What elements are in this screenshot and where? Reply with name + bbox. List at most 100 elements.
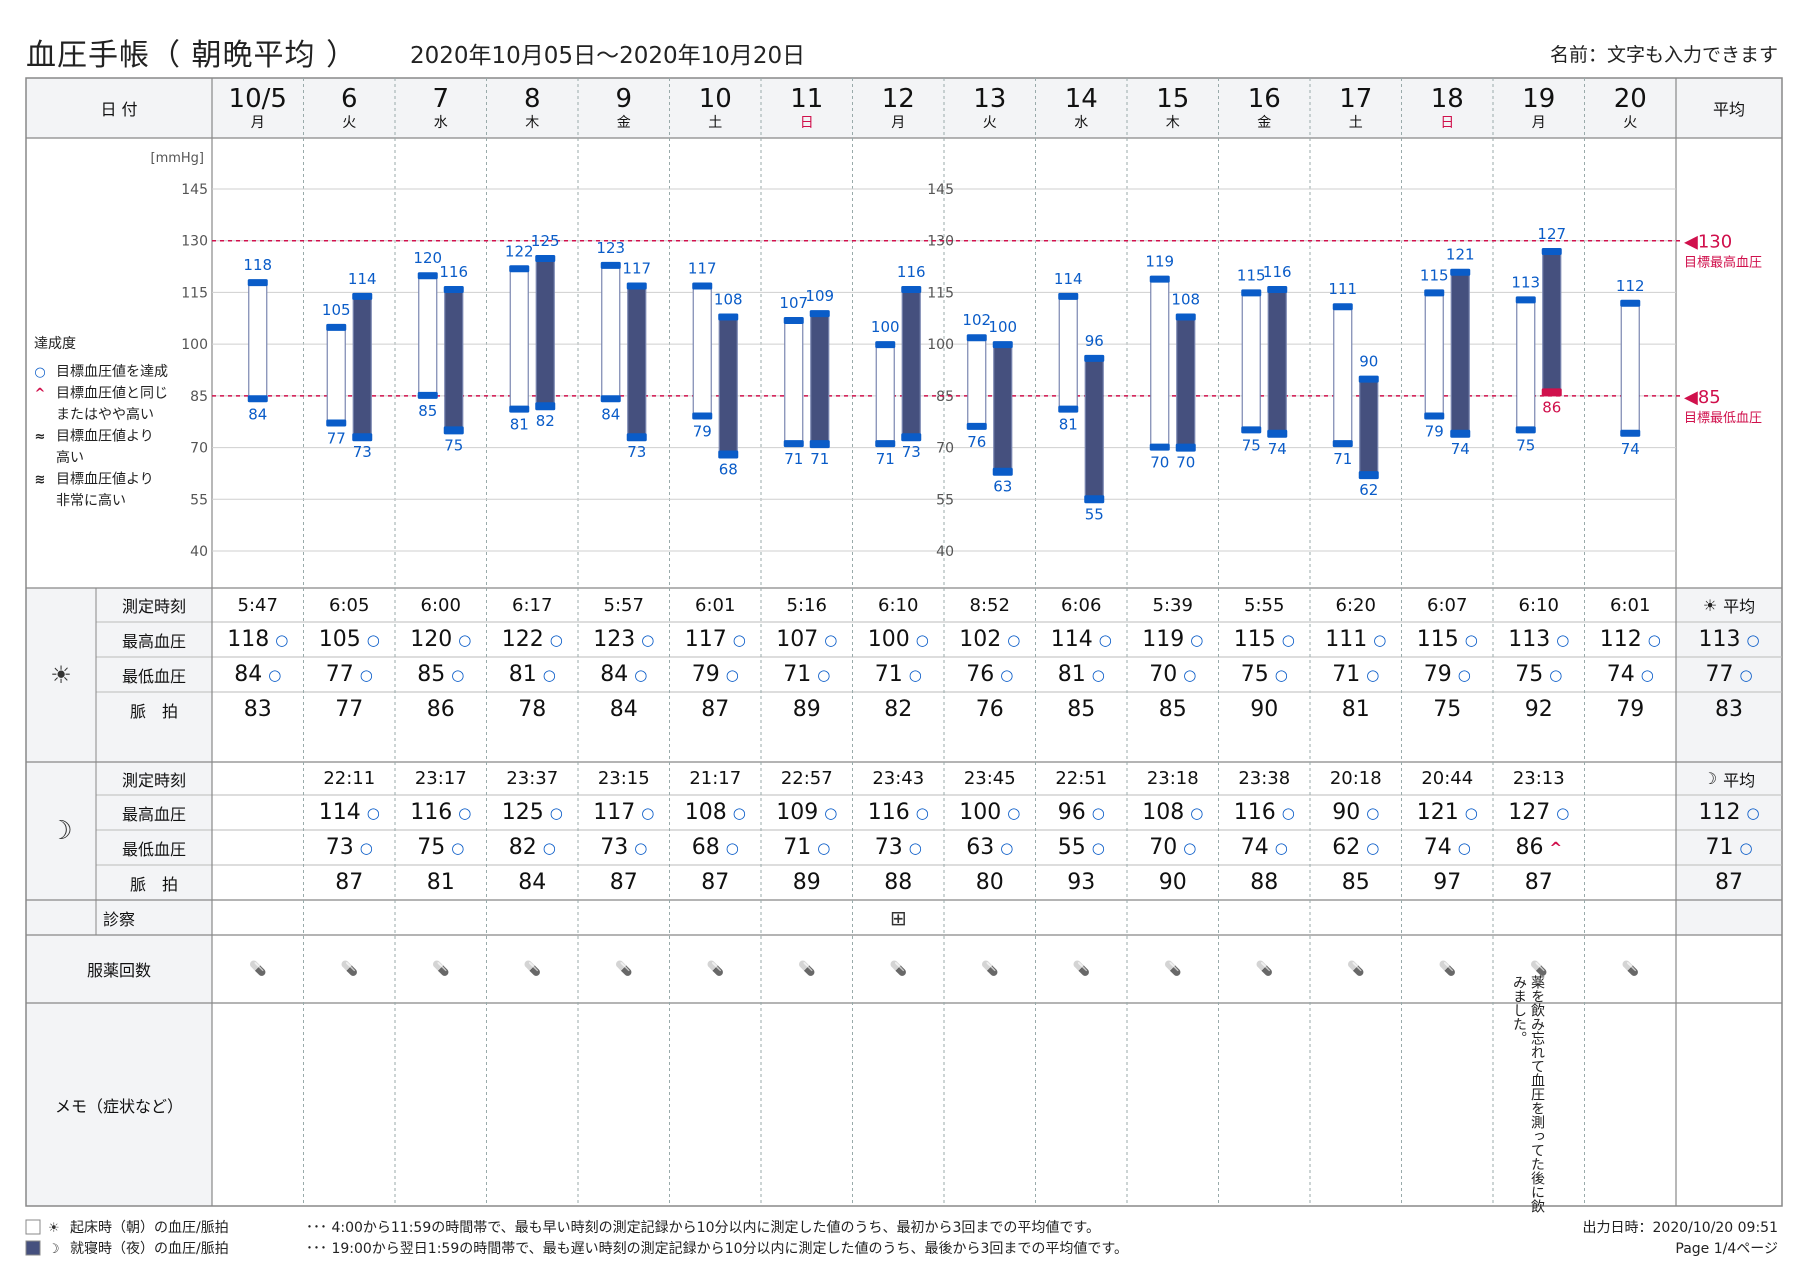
evening-dia-label: 最低血圧 <box>121 839 186 859</box>
value: 87 <box>701 870 730 895</box>
morning-average-dia: 77 ○ <box>1676 657 1782 692</box>
morning-time-cell: 8:52 <box>969 594 1010 616</box>
evening-bar-cap-low <box>1450 429 1471 438</box>
value: 117 <box>684 627 727 652</box>
pill-icon[interactable]: 💊 <box>981 961 999 977</box>
pill-icon[interactable]: 💊 <box>1621 961 1639 977</box>
pill-icon[interactable]: 💊 <box>523 961 541 977</box>
morning-sys-cell: 114 ○ <box>1036 622 1128 657</box>
morning-dia-cell: 85 ○ <box>395 657 487 692</box>
morning-bar-cap-high <box>509 265 530 273</box>
day-number: 14 <box>1064 84 1098 114</box>
morning-pulse-cell: 87 <box>670 692 762 727</box>
morning-bar-cap-high <box>692 282 713 290</box>
value: 68 <box>691 835 720 860</box>
morning-high-value: 122 <box>505 242 534 260</box>
evening-bar-cap-high <box>992 341 1013 349</box>
pill-icon[interactable]: 💊 <box>340 961 358 977</box>
weekday-label: 火 <box>342 114 357 131</box>
morning-high-value: 115 <box>1237 266 1266 284</box>
evening-sys-cell: 125 ○ <box>487 795 579 830</box>
day-number: 17 <box>1339 84 1373 114</box>
achieved-icon: ○ <box>268 665 282 684</box>
morning-time-cell: 6:10 <box>878 594 919 616</box>
achieved-icon: ○ <box>732 803 746 822</box>
morning-dia-cell: 79 ○ <box>1402 657 1494 692</box>
evening-low-value: 75 <box>444 436 463 454</box>
value: 81 <box>1341 697 1370 722</box>
evening-bar-cap-high <box>718 313 739 321</box>
pill-icon[interactable]: 💊 <box>798 961 816 977</box>
pill-icon[interactable]: 💊 <box>1347 961 1365 977</box>
morning-high-value: 118 <box>243 256 272 274</box>
day-number: 13 <box>973 84 1007 114</box>
morning-bar-cap-low <box>326 419 347 427</box>
morning-bar-cap-high <box>1424 289 1445 297</box>
day-number: 15 <box>1156 84 1190 114</box>
morning-pulse-cell: 76 <box>944 692 1036 727</box>
morning-bar-cap-low <box>966 422 987 430</box>
morning-low-value: 85 <box>418 402 437 420</box>
average-value: 113 <box>1698 627 1741 652</box>
evening-low-value: 68 <box>719 460 738 478</box>
pill-icon[interactable]: 💊 <box>889 961 907 977</box>
achieved-icon: ○ <box>634 838 648 857</box>
pill-icon[interactable]: 💊 <box>249 961 267 977</box>
name-field[interactable]: 名前：文字も入力できます <box>1549 44 1778 66</box>
pill-icon[interactable]: 💊 <box>1164 961 1182 977</box>
value: 89 <box>792 697 821 722</box>
evening-sys-cell: 90 ○ <box>1310 795 1402 830</box>
value: 74 <box>1606 662 1635 687</box>
evening-bar-cap-low <box>809 440 830 449</box>
evening-bar-cap-high <box>1175 313 1196 321</box>
pill-icon[interactable]: 💊 <box>1438 961 1456 977</box>
morning-dia-cell: 71 ○ <box>853 657 945 692</box>
y-tick-label: 115 <box>181 285 208 301</box>
value: 55 <box>1057 835 1086 860</box>
header-row-bg <box>26 78 1782 138</box>
evening-time-cell: 20:44 <box>1421 768 1474 789</box>
evening-pulse-cell: 87 <box>1493 865 1585 900</box>
pill-icon[interactable]: 💊 <box>432 961 450 977</box>
evening-time-cell: 23:45 <box>963 768 1016 789</box>
morning-sys-cell: 119 ○ <box>1127 622 1219 657</box>
achieved-icon: ○ <box>1739 838 1753 857</box>
pill-icon[interactable]: 💊 <box>1530 961 1548 977</box>
achieved-icon: ○ <box>1739 665 1753 684</box>
evening-sys-cell: 108 ○ <box>1127 795 1219 830</box>
evening-pulse-label: 脈 拍 <box>129 874 178 894</box>
achieved-icon: ○ <box>908 665 922 684</box>
evening-sys-cell: 121 ○ <box>1402 795 1494 830</box>
legend-morning-swatch <box>25 1219 41 1235</box>
morning-dia-cell: 77 ○ <box>304 657 396 692</box>
average-label: 平均 <box>1723 597 1756 616</box>
pill-icon[interactable]: 💊 <box>706 961 724 977</box>
morning-time-cell: 5:57 <box>603 594 644 616</box>
weekday-label: 火 <box>1623 114 1638 131</box>
achieved-icon: ○ <box>915 630 929 649</box>
value: 108 <box>1142 800 1185 825</box>
achieved-icon: ○ <box>1556 630 1570 649</box>
morning-low-value: 75 <box>1516 436 1535 454</box>
weekday-label: 土 <box>708 114 723 131</box>
morning-average-pulse: 83 <box>1676 692 1782 727</box>
pill-icon[interactable]: 💊 <box>1072 961 1090 977</box>
morning-high-value: 107 <box>779 294 808 312</box>
pill-icon[interactable]: 💊 <box>1255 961 1273 977</box>
value: 79 <box>1616 697 1645 722</box>
evening-high-value: 114 <box>348 270 377 288</box>
morning-low-value: 81 <box>1059 416 1078 434</box>
page-title: 血圧手帳（ 朝晩平均 ） <box>26 38 358 73</box>
pill-icon[interactable]: 💊 <box>615 961 633 977</box>
evening-bar-cap-low <box>718 450 739 459</box>
evening-dia-cell: 73 ○ <box>853 830 945 865</box>
morning-bar-cap-low <box>600 395 621 403</box>
morning-sys-cell: 115 ○ <box>1402 622 1494 657</box>
average-value: 83 <box>1715 697 1743 722</box>
y-tick-label-mid: 115 <box>927 285 954 301</box>
day-number: 6 <box>340 84 358 114</box>
value: 90 <box>1250 697 1279 722</box>
y-tick-label-mid: 130 <box>927 234 954 250</box>
evening-high-value: 121 <box>1446 246 1475 264</box>
